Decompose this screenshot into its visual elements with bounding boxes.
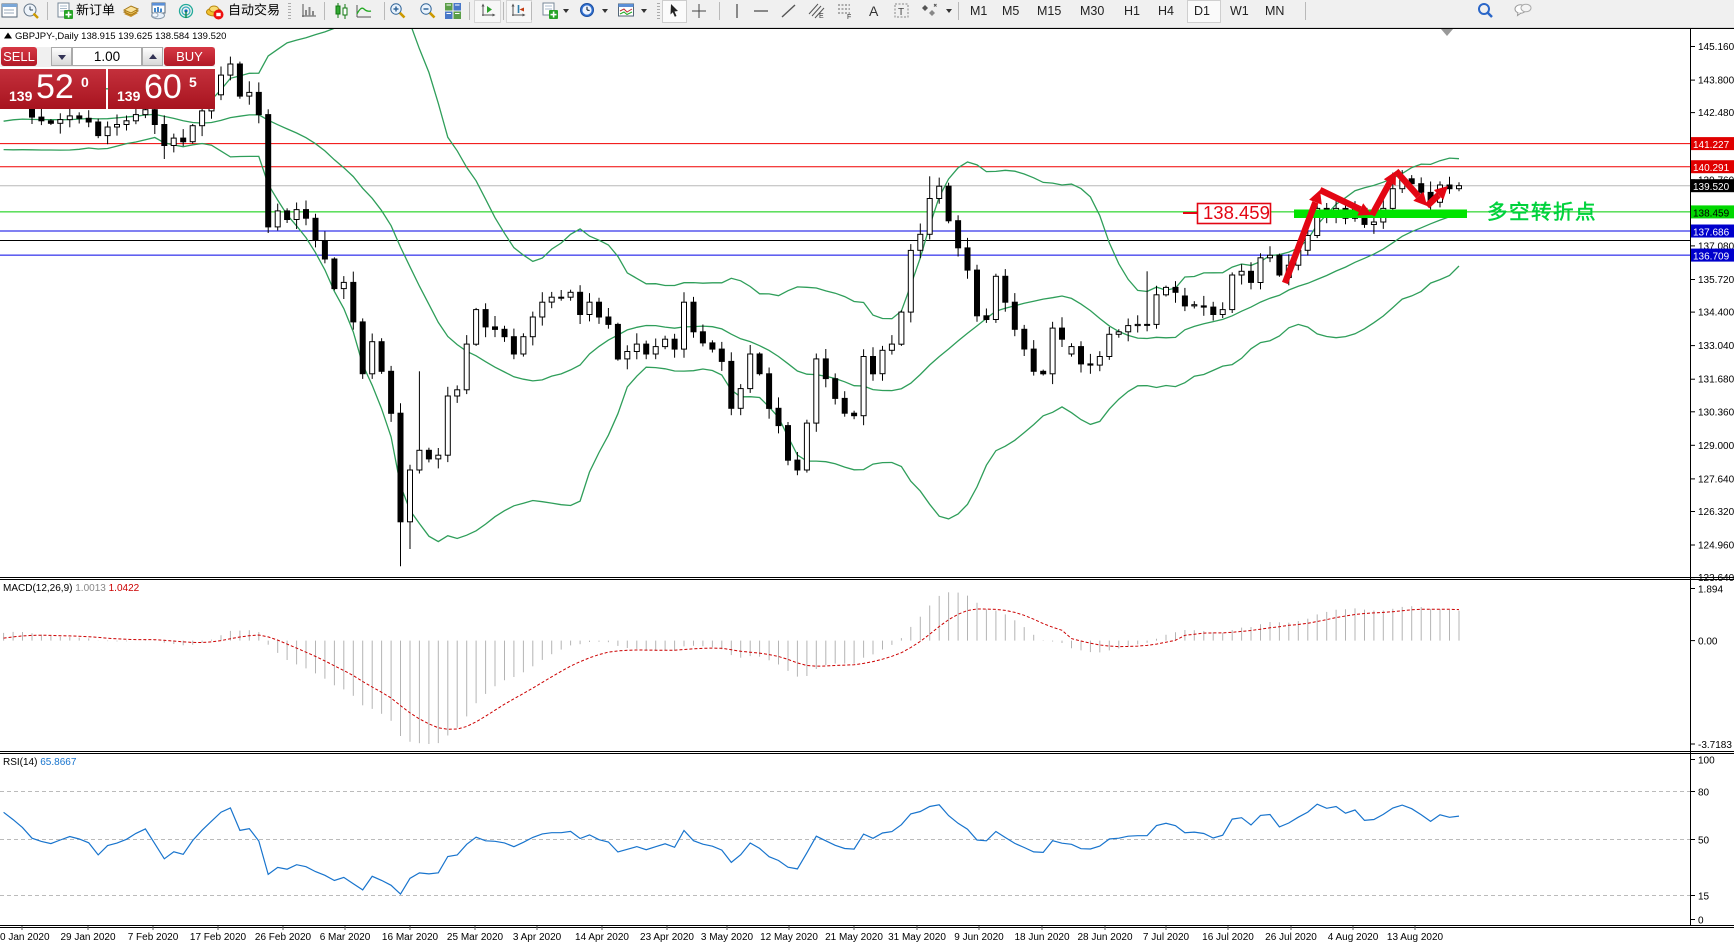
svg-text:138.459: 138.459 [1693, 208, 1730, 219]
svg-text:133.040: 133.040 [1698, 341, 1734, 352]
svg-text:28 Jun 2020: 28 Jun 2020 [1077, 932, 1132, 943]
svg-text:1.894: 1.894 [1698, 585, 1723, 596]
svg-text:26 Feb 2020: 26 Feb 2020 [255, 932, 312, 943]
svg-text:141.227: 141.227 [1693, 140, 1730, 151]
svg-text:0.00: 0.00 [1698, 637, 1718, 648]
svg-text:143.800: 143.800 [1698, 76, 1734, 87]
svg-text:29 Jan 2020: 29 Jan 2020 [60, 932, 115, 943]
svg-text:3 Apr 2020: 3 Apr 2020 [513, 932, 562, 943]
svg-text:23 Apr 2020: 23 Apr 2020 [640, 932, 694, 943]
svg-text:F: F [847, 14, 851, 20]
svg-text:18 Jun 2020: 18 Jun 2020 [1014, 932, 1069, 943]
svg-text:129.000: 129.000 [1698, 441, 1734, 452]
svg-text:130.360: 130.360 [1698, 407, 1734, 418]
svg-text:100: 100 [1698, 756, 1715, 767]
svg-text:T: T [898, 7, 904, 18]
svg-text:7 Jul 2020: 7 Jul 2020 [1143, 932, 1190, 943]
svg-text:RSI(14) 65.8667: RSI(14) 65.8667 [3, 757, 77, 768]
svg-text:138.459: 138.459 [1203, 202, 1270, 223]
svg-text:6 Mar 2020: 6 Mar 2020 [320, 932, 371, 943]
svg-text:137.686: 137.686 [1693, 228, 1730, 239]
svg-text:14 Apr 2020: 14 Apr 2020 [575, 932, 629, 943]
svg-text:140.291: 140.291 [1693, 163, 1730, 174]
svg-text:16 Jul 2020: 16 Jul 2020 [1202, 932, 1254, 943]
svg-text:124.960: 124.960 [1698, 541, 1734, 552]
svg-text:12 May 2020: 12 May 2020 [760, 932, 818, 943]
svg-text:15: 15 [1698, 892, 1710, 903]
svg-text:50: 50 [1698, 836, 1710, 847]
svg-text:20 Jan 2020: 20 Jan 2020 [0, 932, 50, 943]
svg-text:145.160: 145.160 [1698, 42, 1734, 53]
svg-text:136.709: 136.709 [1693, 252, 1730, 263]
svg-text:16 Mar 2020: 16 Mar 2020 [382, 932, 439, 943]
svg-text:25 Mar 2020: 25 Mar 2020 [447, 932, 504, 943]
svg-text:31 May 2020: 31 May 2020 [888, 932, 946, 943]
svg-text:137.080: 137.080 [1698, 241, 1734, 252]
svg-text:134.400: 134.400 [1698, 308, 1734, 319]
svg-text:3 May 2020: 3 May 2020 [701, 932, 754, 943]
svg-text:127.640: 127.640 [1698, 474, 1734, 485]
svg-text:9 Jun 2020: 9 Jun 2020 [954, 932, 1004, 943]
svg-text:139.520: 139.520 [1693, 182, 1730, 193]
svg-text:13 Aug 2020: 13 Aug 2020 [1387, 932, 1444, 943]
svg-text:80: 80 [1698, 788, 1710, 799]
svg-text:142.480: 142.480 [1698, 108, 1734, 119]
svg-text:131.680: 131.680 [1698, 375, 1734, 386]
svg-text:126.320: 126.320 [1698, 507, 1734, 518]
svg-text:123.640: 123.640 [1698, 573, 1734, 584]
svg-text:E: E [819, 13, 824, 20]
svg-text:135.720: 135.720 [1698, 275, 1734, 286]
svg-text:7 Feb 2020: 7 Feb 2020 [128, 932, 179, 943]
svg-text:0: 0 [1698, 916, 1704, 927]
svg-text:17 Feb 2020: 17 Feb 2020 [190, 932, 247, 943]
svg-text:4 Aug 2020: 4 Aug 2020 [1328, 932, 1379, 943]
svg-text:MACD(12,26,9) 1.0013 1.0422: MACD(12,26,9) 1.0013 1.0422 [3, 583, 140, 594]
svg-text:26 Jul 2020: 26 Jul 2020 [1265, 932, 1317, 943]
svg-text:-3.7183: -3.7183 [1698, 740, 1732, 751]
svg-text:GBPJPY-,Daily 138.915 139.625: GBPJPY-,Daily 138.915 139.625 138.584 13… [15, 31, 226, 42]
svg-text:21 May 2020: 21 May 2020 [825, 932, 883, 943]
